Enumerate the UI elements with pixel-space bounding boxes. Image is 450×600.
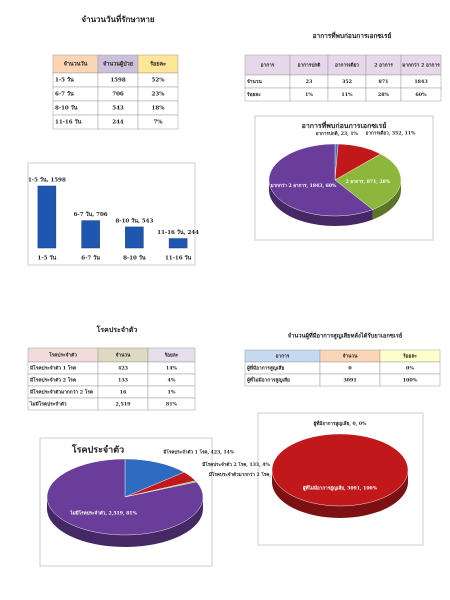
- bar-label: 11-16 วัน, 244: [157, 229, 199, 236]
- cell-text: 6-7 วัน: [55, 91, 74, 98]
- bar: [81, 220, 100, 249]
- cell-text: 0: [348, 366, 352, 372]
- bar: [125, 226, 144, 249]
- header-text: มากกว่า 2 อาการ: [402, 63, 440, 69]
- cell-text: 52%: [152, 78, 166, 84]
- header-text: อาการปกติ: [298, 62, 321, 69]
- header-text: อาการ: [276, 354, 290, 360]
- cell-text: 8-10 วัน: [55, 105, 78, 112]
- pie-label: มีโรคประจำตัว 1 โรค, 423, 14%: [163, 449, 235, 456]
- header-text: ร้อยละ: [150, 60, 166, 68]
- header-text: ร้อยละ: [164, 352, 179, 359]
- chart-title: อาการที่พบก่อนการเอกซเรย์: [302, 120, 387, 130]
- cell-text: 133: [118, 378, 129, 384]
- cell-text: 706: [112, 92, 124, 98]
- cell-text: มีโรคประจำตัว 1 โรค: [30, 365, 76, 372]
- cell-text: 23%: [152, 92, 166, 98]
- section-title: โรคประจำตัว: [96, 325, 138, 334]
- cell-text: 871: [378, 79, 388, 85]
- cell: [379, 373, 441, 387]
- cell-text: 244: [112, 120, 124, 126]
- header-text: อาการ: [261, 63, 275, 69]
- cell-text: ผู้ที่ไม่มีอาการสูญเสีย: [247, 376, 290, 385]
- bar: [37, 185, 57, 249]
- header-text: ร้อยละ: [403, 353, 418, 360]
- cell-text: ไม่มีโรคประจำตัว: [29, 401, 67, 408]
- x-tick-label: 6-7 วัน: [81, 255, 100, 262]
- x-tick-label: 11-16 วัน: [165, 255, 192, 262]
- pie-slice: [124, 458, 185, 498]
- cell: [147, 397, 196, 411]
- cell: [137, 114, 179, 130]
- pie-slice: [334, 153, 402, 210]
- pie-label: อาการเดียว, 352, 11%: [366, 129, 416, 136]
- cell-text: 11-16 วัน: [55, 119, 82, 126]
- cell-text: 81%: [166, 402, 178, 408]
- pie-side: [269, 180, 373, 227]
- bar-label: 1-5 วัน, 1598: [28, 177, 66, 184]
- cell-text: 1%: [168, 390, 176, 396]
- cell-text: 3091: [343, 378, 356, 384]
- header-text: โรคประจำตัว: [48, 352, 77, 359]
- cell-text: 352: [342, 79, 352, 85]
- cell-text: 1%: [305, 92, 313, 98]
- cell-text: 23: [306, 79, 313, 85]
- cell-text: 100%: [403, 378, 418, 384]
- cell-text: 18%: [152, 106, 166, 112]
- pie-label: ผู้ที่ไม่มีอาการสูญเสีย, 3091, 100%: [303, 485, 378, 492]
- x-tick-label: 1-5 วัน: [38, 255, 57, 262]
- cell-text: 2,519: [115, 402, 131, 408]
- cell-text: 7%: [153, 120, 163, 126]
- section-title: จำนวนผู้ที่มีอาการสูญเสียหลังได้รับยาเอก…: [288, 331, 403, 341]
- section-title: จำนวนวันที่รักษาหาย: [81, 13, 155, 24]
- cell-text: 1598: [110, 78, 125, 84]
- cell-text: 423: [118, 366, 129, 372]
- cell-text: ผู้ที่มีอาการสูญเสีย: [247, 364, 285, 373]
- bar-label: 8-10 วัน, 543: [115, 217, 153, 224]
- cell-text: มีโรคประจำตัวมากกว่า 2 โรค: [30, 389, 93, 396]
- header-text: จำนวนผู้ป่วย: [103, 60, 133, 69]
- cell-text: 543: [112, 106, 124, 112]
- cell-text: มีโรคประจำตัว 2 โรค: [30, 377, 76, 384]
- chart-title: โรคประจำตัว: [71, 444, 124, 456]
- pie-label: มีโรคประจำตัว 2 โรค, 133, 4%: [202, 461, 270, 468]
- section-title: อาการที่พบก่อนการเอกซเรย์: [313, 30, 392, 40]
- cell-text: จำนวน: [247, 78, 262, 85]
- x-tick-label: 8-10 วัน: [123, 255, 146, 262]
- cell-text: 11%: [341, 92, 353, 98]
- pie-slice: [271, 433, 409, 507]
- pie-label: อาการปกติ, 23, 1%: [316, 130, 359, 137]
- cell-text: 4%: [168, 378, 176, 384]
- cell-text: 16: [120, 390, 127, 396]
- cell-text: 28%: [378, 92, 390, 98]
- cell: [400, 87, 442, 102]
- header-text: 2 อาการ: [374, 63, 393, 69]
- header-text: อาการเดียว: [335, 62, 359, 69]
- pie-label: ไม่มีโรคประจำตัว, 2,519, 81%: [69, 509, 137, 516]
- pie-side: [272, 470, 408, 518]
- header-text: จำนวน: [343, 353, 358, 360]
- cell-text: 1843: [414, 79, 428, 85]
- cell-text: 14%: [166, 366, 178, 372]
- bar-label: 6-7 วัน, 706: [74, 211, 108, 218]
- pie-label: มากกว่า 2 อาการ, 1843, 60%: [271, 183, 337, 189]
- pie-side: [372, 180, 401, 220]
- header-text: จำนวน: [116, 352, 131, 359]
- pie-slice: [46, 458, 204, 536]
- bar: [168, 238, 188, 249]
- pie-slice: [268, 143, 374, 217]
- pie-side: [47, 497, 203, 547]
- cell-text: 60%: [415, 92, 427, 98]
- pie-label: มีโรคประจำตัวมากกว่า 2 โรค, 16, 1%: [209, 471, 290, 478]
- cell-text: 0%: [406, 366, 414, 372]
- pie-label: 2 อาการ, 871, 28%: [346, 179, 391, 185]
- pie-label: ผู้ที่มีอาการสูญเสีย, 0, 0%: [314, 420, 367, 427]
- cell-text: 1-5 วัน: [55, 77, 74, 84]
- cell-text: ร้อยละ: [247, 91, 262, 98]
- header-text: จำนวนวัน: [64, 61, 88, 68]
